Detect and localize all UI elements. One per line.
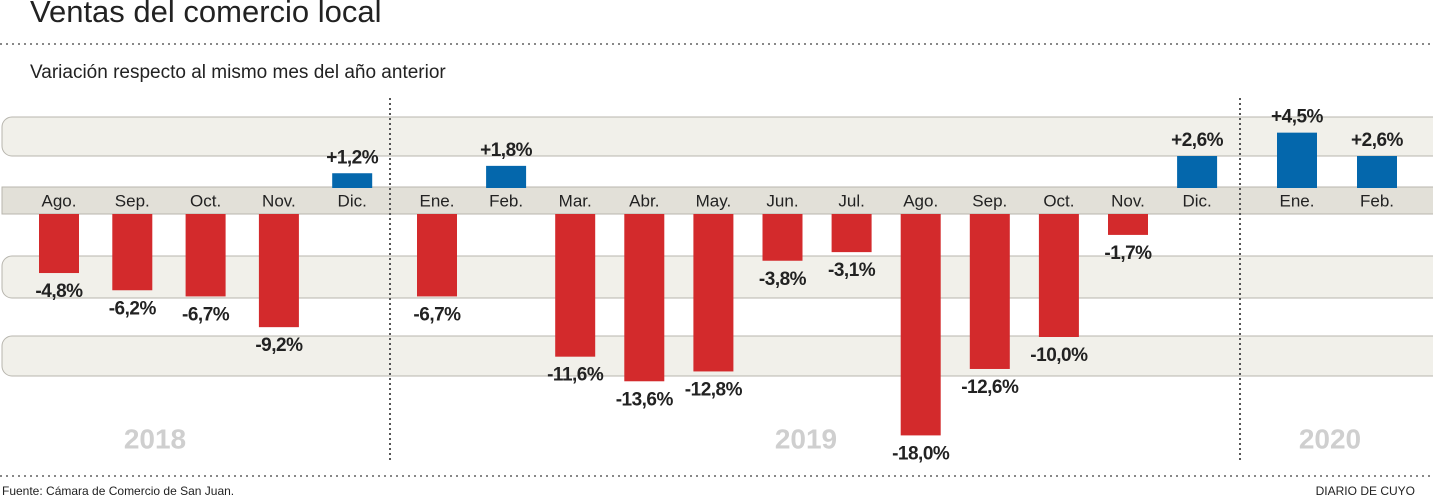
bar [486, 165, 527, 188]
value-label: +1,8% [480, 140, 533, 161]
bar [1177, 156, 1218, 188]
x-tick-label: Jul. [838, 191, 864, 210]
category-band [1, 186, 1433, 215]
bar [1108, 214, 1148, 235]
x-tick-label: Ago. [42, 191, 77, 210]
x-tick-label: Nov. [262, 191, 296, 210]
x-tick-label: Jun. [766, 191, 798, 210]
value-label: -12,6% [961, 377, 1019, 398]
bar [831, 214, 872, 253]
value-label: -6,7% [182, 304, 230, 325]
bar [1277, 132, 1317, 188]
x-tick-label: Dic. [1182, 191, 1211, 210]
bar [624, 214, 665, 382]
x-tick-label: Ago. [903, 191, 938, 210]
value-label: -3,8% [759, 269, 807, 290]
bar [332, 173, 373, 188]
bar [185, 214, 226, 297]
value-label: -11,6% [547, 365, 604, 386]
x-tick-label: Sep. [115, 191, 150, 210]
bar [762, 214, 803, 261]
value-label: -18,0% [892, 443, 950, 464]
bar [258, 214, 299, 328]
year-label: 2020 [1299, 423, 1361, 454]
year-label: 2018 [124, 423, 186, 454]
x-tick-label: May. [696, 191, 732, 210]
x-tick-label: Mar. [559, 191, 592, 210]
x-tick-label: Ene. [420, 191, 455, 210]
value-label: -12,8% [685, 379, 743, 400]
band [1, 116, 1433, 157]
chart-subtitle: Variación respecto al mismo mes del año … [30, 62, 446, 83]
bar [969, 214, 1010, 369]
value-label: -3,1% [828, 260, 876, 281]
value-label: +2,6% [1351, 130, 1404, 151]
value-label: +4,5% [1271, 107, 1324, 128]
value-label: -9,2% [255, 335, 303, 356]
bar [900, 214, 941, 436]
value-label: -13,6% [616, 389, 674, 410]
bar [693, 214, 734, 372]
brand: DIARIO DE CUYO [1316, 484, 1415, 498]
bar [1357, 156, 1397, 188]
bar [1038, 214, 1079, 337]
x-tick-label: Oct. [190, 191, 221, 210]
year-label: 2019 [775, 423, 837, 454]
x-tick-label: Nov. [1111, 191, 1145, 210]
value-label: -4,8% [35, 281, 83, 302]
value-label: +2,6% [1171, 130, 1224, 151]
value-label: +1,2% [326, 147, 379, 168]
bar [39, 214, 79, 274]
x-tick-label: Feb. [1360, 191, 1394, 210]
value-label: -6,7% [413, 304, 461, 325]
bar [112, 214, 153, 291]
bar [555, 214, 596, 357]
value-label: -1,7% [1104, 243, 1152, 264]
x-tick-label: Dic. [338, 191, 367, 210]
value-label: -6,2% [109, 298, 157, 319]
chart-title: Ventas del comercio local [30, 0, 382, 29]
x-tick-label: Abr. [629, 191, 659, 210]
x-tick-label: Feb. [489, 191, 523, 210]
value-label: -10,0% [1030, 345, 1088, 366]
x-tick-label: Oct. [1043, 191, 1074, 210]
x-tick-label: Ene. [1280, 191, 1315, 210]
bar [417, 214, 457, 297]
x-tick-label: Sep. [972, 191, 1007, 210]
source: Fuente: Cámara de Comercio de San Juan. [2, 484, 234, 498]
